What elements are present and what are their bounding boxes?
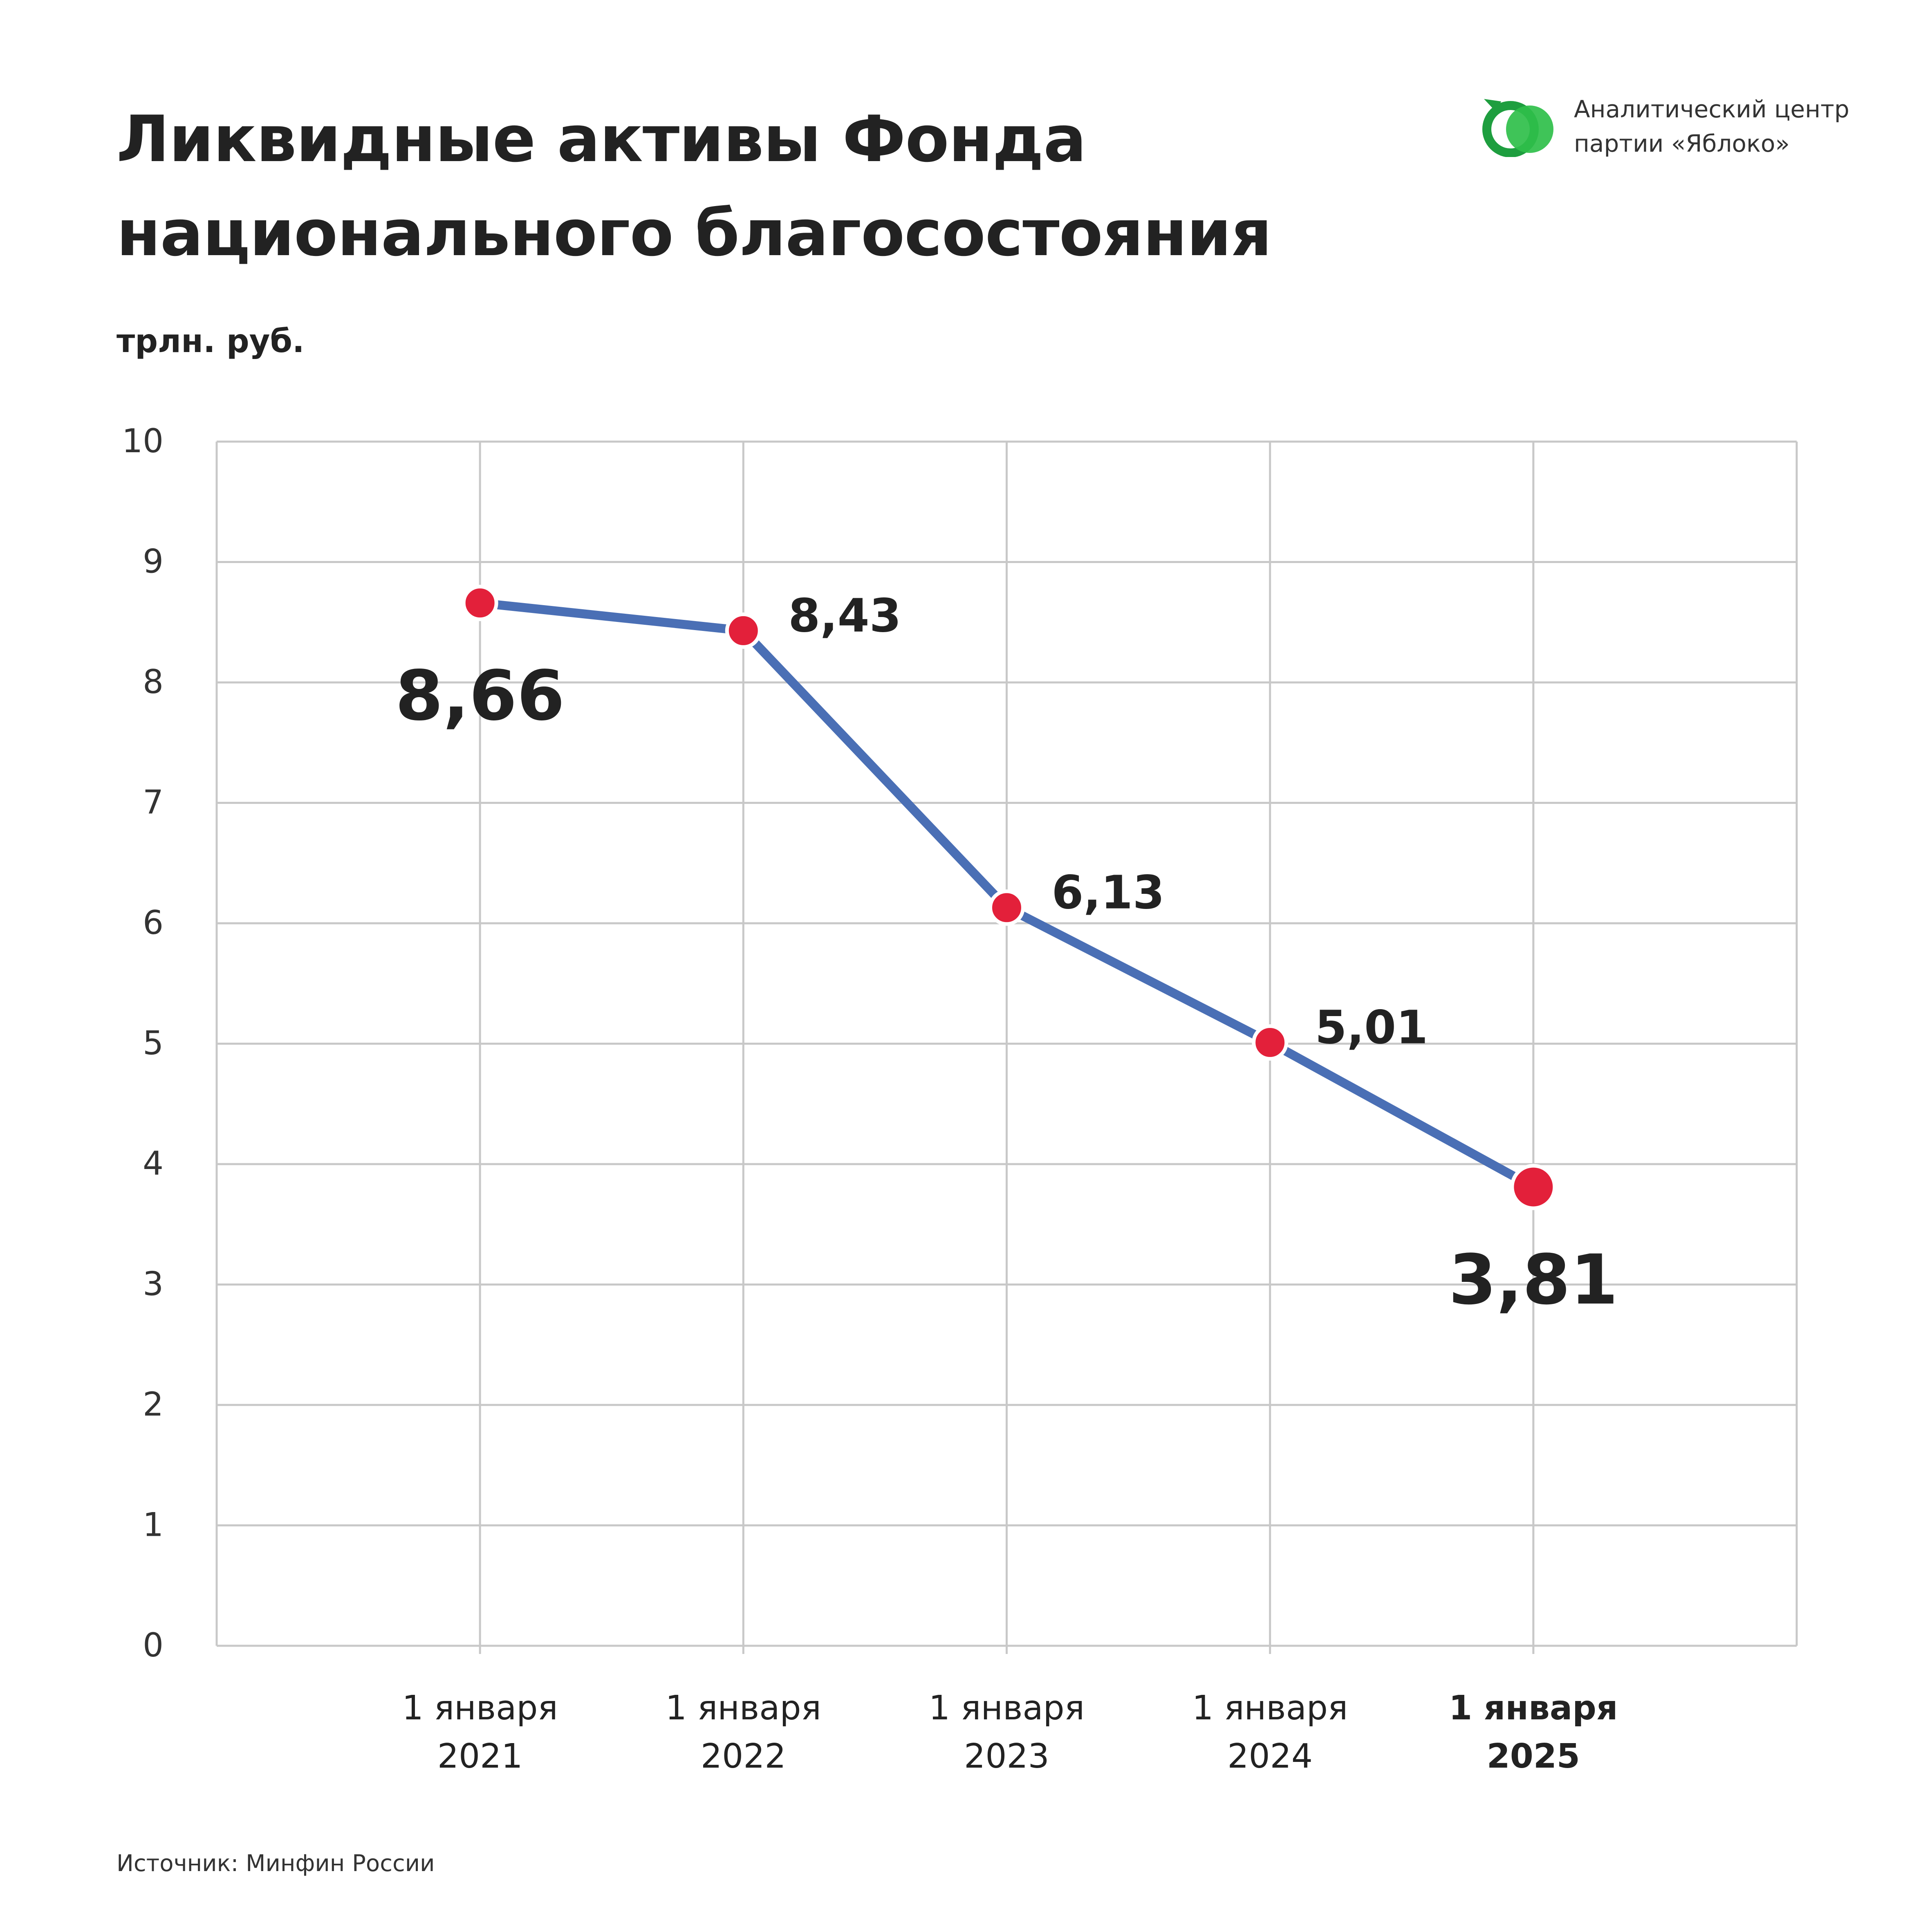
data-value-label: 6,13 — [1052, 866, 1165, 920]
x-tick-label-line: 1 января — [1192, 1689, 1348, 1728]
x-tick-label-line: 1 января — [929, 1689, 1085, 1728]
y-tick-label: 3 — [143, 1265, 164, 1303]
y-axis-ticks: 0 1 2 3 4 5 6 7 8 9 10 — [122, 422, 164, 1664]
brand-block: Аналитический центр партии «Яблоко» — [1480, 92, 1849, 161]
y-tick-label: 7 — [143, 783, 164, 821]
y-tick-label: 1 — [143, 1506, 164, 1544]
y-tick-label: 5 — [143, 1024, 164, 1062]
data-value-label: 5,01 — [1315, 1001, 1428, 1055]
data-value-label: 3,81 — [1449, 1240, 1618, 1320]
y-tick-label: 4 — [143, 1144, 164, 1183]
y-axis-unit-label: трлн. руб. — [117, 323, 305, 360]
x-tick-label: 1 января 2023 — [929, 1689, 1085, 1776]
x-tick-label-line: 1 января — [1449, 1689, 1618, 1728]
brand-line-1: Аналитический центр — [1574, 95, 1849, 123]
chart-series — [462, 585, 1557, 1210]
y-tick-label: 0 — [143, 1626, 164, 1664]
brand-text: Аналитический центр партии «Яблоко» — [1574, 92, 1849, 161]
x-tick-label-line: 2023 — [964, 1737, 1049, 1776]
x-tick-label: 1 января 2022 — [666, 1689, 821, 1776]
y-tick-label: 2 — [143, 1385, 164, 1423]
data-point-marker — [988, 889, 1025, 926]
y-tick-label: 8 — [143, 663, 164, 701]
x-tick-label-line: 1 января — [402, 1689, 558, 1728]
y-tick-label: 10 — [122, 422, 164, 460]
data-point-marker — [462, 585, 498, 622]
data-value-label: 8,66 — [395, 656, 565, 736]
chart-title: Ликвидные активы Фонда национального бла… — [117, 92, 1384, 280]
chart-title-line-2: национального благосостояния — [117, 196, 1272, 270]
x-tick-label-line: 2025 — [1487, 1737, 1580, 1776]
source-note: Источник: Минфин России — [117, 1850, 435, 1877]
data-point-marker — [1252, 1024, 1289, 1061]
yabloko-logo-icon — [1482, 99, 1553, 157]
x-tick-label-line: 2024 — [1227, 1737, 1313, 1776]
y-tick-label: 6 — [143, 904, 164, 942]
brand-line-2: партии «Яблоко» — [1574, 130, 1790, 157]
x-tick-label: 1 января 2025 — [1449, 1689, 1618, 1776]
chart-grid — [215, 440, 1798, 1654]
data-point-marker — [1510, 1164, 1557, 1210]
x-tick-label-line: 2021 — [437, 1737, 523, 1776]
x-tick-label-line: 2022 — [701, 1737, 786, 1776]
x-tick-label-line: 1 января — [666, 1689, 821, 1728]
chart-title-line-1: Ликвидные активы Фонда — [117, 102, 1087, 176]
data-point-marker — [725, 612, 762, 649]
data-value-label: 8,43 — [788, 589, 901, 642]
x-tick-label: 1 января 2021 — [402, 1689, 558, 1776]
y-tick-label: 9 — [143, 543, 164, 581]
x-tick-label: 1 января 2024 — [1192, 1689, 1348, 1776]
data-labels: 8,66 8,43 6,13 5,01 3,81 — [395, 589, 1618, 1320]
